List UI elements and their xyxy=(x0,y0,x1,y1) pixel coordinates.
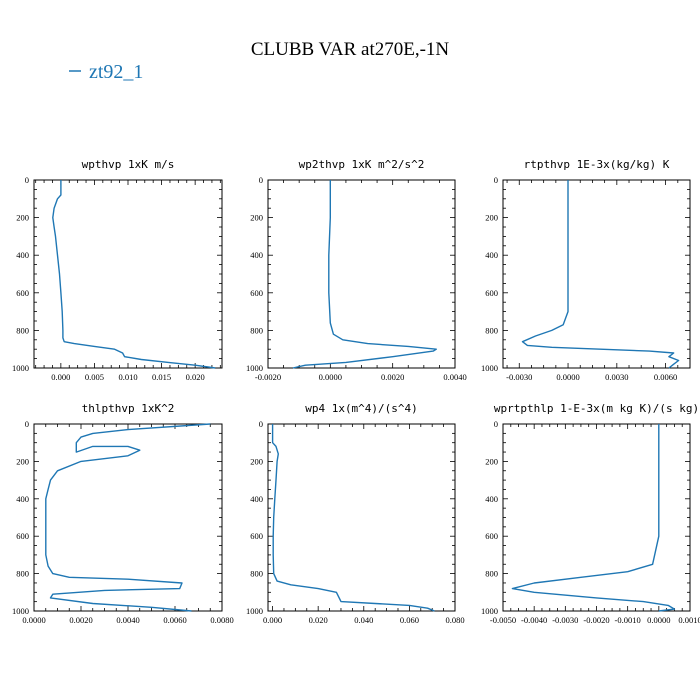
y-tick-label: 1000 xyxy=(12,606,29,616)
subplot-title: wprtpthlp 1-E-3x(m kg K)/(s kg) xyxy=(494,402,699,415)
subplot-title: thlpthvp 1xK^2 xyxy=(82,402,175,415)
x-tick-label: 0.000 xyxy=(263,615,282,625)
x-tick-label: 0.0020 xyxy=(381,372,404,382)
series-line xyxy=(511,424,676,612)
y-tick-label: 800 xyxy=(16,569,29,579)
x-tick-label: -0.0020 xyxy=(583,615,609,625)
y-tick-label: 0 xyxy=(259,419,263,429)
subplot-2: wp2thvp 1xK m^2/s^2 0 200 400 600 800 1000-0.0… xyxy=(246,158,467,382)
y-tick-label: 200 xyxy=(250,456,263,466)
y-tick-label: 0 xyxy=(25,419,29,429)
y-tick-label: 600 xyxy=(485,288,498,298)
y-tick-label: 1000 xyxy=(481,363,498,373)
y-tick-label: 0 xyxy=(494,419,498,429)
subplot-1: wpthvp 1xK m/s 0 200 400 600 800 1000 0.000 0.00… xyxy=(12,158,223,382)
x-tick-label: 0.060 xyxy=(400,615,419,625)
x-tick-label: 0.0000 xyxy=(22,615,45,625)
x-tick-label: 0.0010 xyxy=(678,615,700,625)
subplot-title: rtpthvp 1E-3x(kg/kg) K xyxy=(524,158,670,171)
y-tick-label: 800 xyxy=(250,325,263,335)
y-tick-label: 200 xyxy=(16,213,29,223)
y-tick-label: 600 xyxy=(250,531,263,541)
y-tick-label: 0 xyxy=(259,175,263,185)
y-tick-label: 1000 xyxy=(12,363,29,373)
y-tick-label: 200 xyxy=(16,456,29,466)
y-tick-label: 0 xyxy=(494,175,498,185)
y-tick-label: 400 xyxy=(485,494,498,504)
subplot-title: wpthvp 1xK m/s xyxy=(82,158,175,171)
y-tick-label: 600 xyxy=(16,288,29,298)
x-tick-label: 0.0060 xyxy=(654,372,677,382)
legend-label: zt92_1 xyxy=(89,61,143,83)
x-tick-label: 0.0060 xyxy=(163,615,186,625)
x-tick-label: 0.0040 xyxy=(443,372,466,382)
x-tick-label: 0.0000 xyxy=(556,372,579,382)
x-tick-label: 0.010 xyxy=(118,372,137,382)
x-tick-label: -0.0030 xyxy=(506,372,532,382)
y-tick-label: 1000 xyxy=(246,363,263,373)
y-tick-label: 600 xyxy=(16,531,29,541)
subplot-title: wp2thvp 1xK m^2/s^2 xyxy=(299,158,425,171)
series-line xyxy=(52,180,216,369)
series-line xyxy=(45,423,211,612)
x-tick-label: -0.0020 xyxy=(255,372,281,382)
y-tick-label: 1000 xyxy=(481,606,498,616)
x-tick-label: 0.005 xyxy=(85,372,104,382)
x-tick-label: 0.0020 xyxy=(69,615,92,625)
y-tick-label: 800 xyxy=(485,569,498,579)
y-tick-label: 400 xyxy=(16,494,29,504)
x-tick-label: 0.020 xyxy=(309,615,328,625)
y-tick-label: 600 xyxy=(485,531,498,541)
y-tick-label: 800 xyxy=(485,325,498,335)
x-tick-label: -0.0050 xyxy=(490,615,516,625)
subplot-title: wp4 1x(m^4)/(s^4) xyxy=(305,402,418,415)
legend: zt92_1 xyxy=(69,61,143,83)
x-tick-label: -0.0040 xyxy=(521,615,547,625)
x-tick-label: 0.0040 xyxy=(116,615,139,625)
series-line xyxy=(271,424,435,612)
x-tick-label: 0.0000 xyxy=(647,615,670,625)
series-line xyxy=(521,180,680,369)
y-tick-label: 1000 xyxy=(246,606,263,616)
x-tick-label: 0.0030 xyxy=(605,372,628,382)
subplot-3: rtpthvp 1E-3x(kg/kg) K 0 200 400 600 800 1000-… xyxy=(481,158,691,382)
x-tick-label: 0.0080 xyxy=(210,615,233,625)
x-tick-label: 0.020 xyxy=(186,372,205,382)
x-tick-label: 0.040 xyxy=(354,615,373,625)
x-tick-label: -0.0030 xyxy=(552,615,578,625)
x-tick-label: 0.000 xyxy=(51,372,70,382)
y-tick-label: 400 xyxy=(16,250,29,260)
series-line xyxy=(292,180,437,369)
y-tick-label: 0 xyxy=(25,175,29,185)
y-tick-label: 400 xyxy=(485,250,498,260)
subplot-6: wprtpthlp 1-E-3x(m kg K)/(s kg) 0 200 400 60… xyxy=(481,402,700,625)
y-tick-label: 400 xyxy=(250,494,263,504)
figure-title: CLUBB VAR at270E,-1N xyxy=(251,39,450,60)
y-tick-label: 600 xyxy=(250,288,263,298)
y-tick-label: 400 xyxy=(250,250,263,260)
y-tick-label: 800 xyxy=(16,325,29,335)
y-tick-label: 800 xyxy=(250,569,263,579)
x-tick-label: 0.0000 xyxy=(319,372,342,382)
x-tick-label: 0.015 xyxy=(152,372,171,382)
x-tick-label: 0.080 xyxy=(445,615,464,625)
x-tick-label: -0.0010 xyxy=(615,615,641,625)
y-tick-label: 200 xyxy=(485,456,498,466)
y-tick-label: 200 xyxy=(485,213,498,223)
y-tick-label: 200 xyxy=(250,213,263,223)
